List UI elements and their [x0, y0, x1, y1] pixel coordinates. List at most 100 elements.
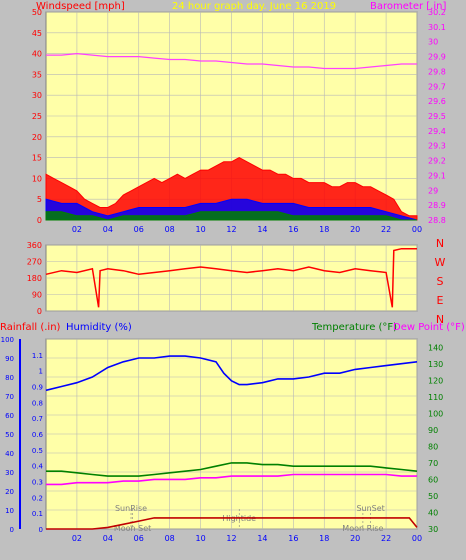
windspeed-tick-label: 5 [37, 195, 42, 204]
panel-direction-series [45, 247, 417, 308]
dewpoint-series-line [46, 473, 417, 486]
x-tick-label: 20 [350, 225, 360, 234]
rainfall-tick-label: 0.7 [32, 415, 43, 423]
windspeed-tick-label: 25 [32, 112, 42, 121]
x-tick-label: 16 [288, 225, 298, 234]
rainfall-tick-label: 0.9 [32, 384, 43, 392]
compass-label: S [437, 275, 444, 288]
humidity-axis-label: Humidity (%) [66, 322, 132, 333]
x-tick-label: 06 [134, 225, 144, 234]
rainfall-tick-label: 0.1 [32, 510, 43, 518]
windspeed-tick-label: 20 [32, 133, 42, 142]
rainfall-tick-label: 0.6 [32, 431, 44, 439]
temperature-tick-label: 110 [428, 393, 443, 402]
humidity-tick-label: 70 [5, 393, 14, 401]
x-tick-label: 08 [165, 225, 175, 234]
x-tick-label: 20 [350, 534, 360, 543]
temperature-tick-label: 100 [428, 409, 443, 418]
temperature-tick-label: 30 [428, 525, 438, 534]
panel-humidity-grid [46, 338, 418, 530]
barometer-tick-label: 29.2 [428, 157, 446, 166]
panel-direction-grid [46, 244, 418, 312]
gust-series-area [45, 157, 418, 221]
x-tick-label: 22 [381, 534, 391, 543]
direction-tick-label: 180 [27, 274, 42, 283]
windspeed-tick-label: 15 [32, 154, 42, 163]
compass-label: W [435, 256, 446, 269]
panel-humidity-x-ticks: 02 04 06 08 10 12 14 16 18 20 22 00 [72, 534, 422, 543]
humidity-series-line [45, 355, 418, 392]
humidity-tick-label: 60 [5, 412, 14, 420]
humidity-tick-label: 90 [5, 355, 14, 363]
annotation-label: Moon Set [114, 524, 151, 533]
windspeed-tick-label: 30 [32, 91, 42, 100]
x-tick-label: 18 [319, 225, 329, 234]
barometer-tick-label: 29.8 [428, 67, 446, 76]
rainfall-tick-label: 0.4 [32, 463, 44, 471]
x-tick-label: 12 [226, 534, 236, 543]
humidity-tick-label: 80 [5, 374, 14, 382]
x-tick-label: 16 [288, 534, 298, 543]
compass-label: N [436, 313, 444, 326]
panel-humidity-series [45, 355, 418, 530]
barometer-tick-label: 29.4 [428, 127, 446, 136]
x-tick-label: 06 [134, 534, 144, 543]
x-tick-label: 04 [103, 225, 113, 234]
temperature-tick-label: 80 [428, 442, 438, 451]
rainfall-tick-label: 1 [39, 368, 43, 376]
x-tick-label: 14 [257, 534, 267, 543]
rainfall-ticks: 0 0.1 0.2 0.3 0.4 0.5 0.6 0.7 0.8 0.9 1 1.1 [32, 352, 44, 534]
humidity-tick-label: 30 [5, 469, 14, 477]
rainfall-axis-label: Rainfall (.in) [0, 322, 61, 333]
windspeed-tick-label: 45 [32, 29, 42, 38]
humidity-ticks: 0 10 20 30 40 50 60 70 80 90 100 [1, 336, 21, 534]
rainfall-series-line [46, 517, 418, 530]
temperature-tick-label: 90 [428, 426, 438, 435]
wind_dir-series-line [45, 247, 417, 308]
x-tick-label: 10 [195, 225, 205, 234]
humidity-tick-label: 10 [5, 507, 14, 515]
annotation-label: SunSet [356, 504, 384, 513]
humidity-tick-label: 0 [10, 526, 14, 534]
temperature-tick-label: 140 [428, 343, 443, 352]
x-tick-label: 18 [319, 534, 329, 543]
x-tick-label: 02 [72, 534, 82, 543]
x-tick-label: 10 [195, 534, 205, 543]
barometer-tick-label: 28.8 [428, 216, 446, 225]
annotation-label: SunRise [115, 504, 147, 513]
x-tick-label: 00 [412, 225, 422, 234]
temperature-tick-label: 70 [428, 459, 438, 468]
barometer-series-line [46, 52, 417, 70]
humidity-tick-label: 40 [5, 450, 14, 458]
barometer-tick-label: 29.3 [428, 142, 446, 151]
wind_avg-series-area [45, 198, 418, 221]
windspeed-tick-label: 50 [32, 8, 42, 17]
compass-label: N [436, 237, 444, 250]
panel-wind-series [45, 52, 418, 221]
compass-label: E [437, 294, 444, 307]
temperature-series-line [46, 462, 418, 477]
barometer-tick-label: 29.5 [428, 112, 446, 121]
direction-tick-label: 360 [27, 241, 42, 250]
direction-tick-label: 90 [32, 291, 42, 300]
rainfall-tick-label: 0.8 [32, 399, 43, 407]
x-tick-label: 12 [226, 225, 236, 234]
barometer-axis-label: Barometer [.in] [370, 1, 446, 12]
dewpoint-axis-label: Dew Point (°F) [393, 322, 465, 333]
barometer-tick-label: 29.6 [428, 97, 446, 106]
windspeed-tick-label: 10 [32, 174, 42, 183]
humidity-tick-label: 100 [1, 336, 14, 344]
rainfall-tick-label: 0 [39, 526, 43, 534]
temperature-axis-label: Temperature (°F) [311, 322, 397, 333]
annotation-label: Moon Rise [342, 524, 383, 533]
rainfall-tick-label: 1.1 [32, 352, 43, 360]
chart-title: 24 hour graph day. June 16 2019 [172, 1, 336, 12]
barometer-tick-label: 28.9 [428, 201, 446, 210]
barometer-tick-label: 29.9 [428, 53, 446, 62]
temperature-tick-label: 120 [428, 376, 443, 385]
temperature-ticks: 30 40 50 60 70 80 90 100 110 120 130 140 [428, 343, 443, 534]
